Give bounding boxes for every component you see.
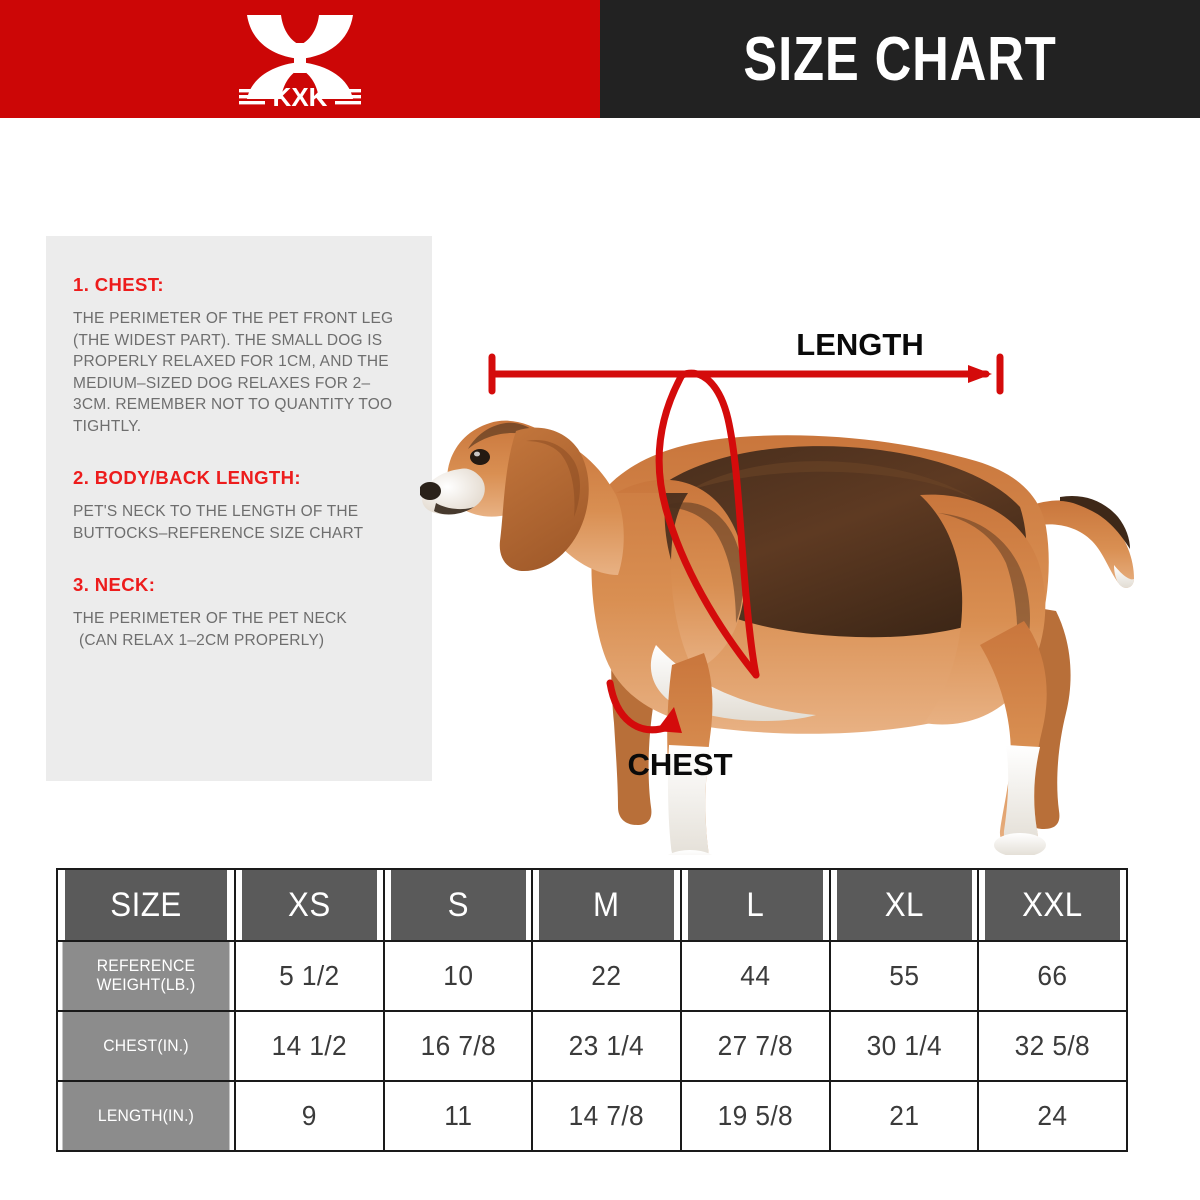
cell-reference-weight-m: 22 — [535, 940, 678, 1012]
table-header-xxl: XXL — [983, 868, 1122, 942]
chest-girth-line — [655, 371, 760, 679]
dog-tail-marking — [1060, 495, 1130, 549]
instruction-heading-body-length: 2. BODY/BACK LENGTH: — [73, 467, 301, 488]
page-title: SIZE CHART — [743, 24, 1057, 94]
table-header-xs: XS — [240, 868, 379, 942]
row-label-chest: CHEST(IN.) — [60, 1010, 232, 1082]
cell-reference-weight-s: 10 — [387, 940, 529, 1012]
cell-length-l: 19 5/8 — [684, 1080, 827, 1152]
table-row-chest: CHEST(IN.) 14 1/2 16 7/8 23 1/4 27 7/8 3… — [57, 1010, 1127, 1082]
brand-wordmark: KXK — [273, 82, 328, 109]
size-chart-table-container: SIZE XS S M L XL XXL REFERENCE WEIGHT(LB… — [56, 868, 1128, 1152]
table-row-length: LENGTH(IN.) 9 11 14 7/8 19 5/8 21 24 — [57, 1080, 1127, 1152]
instruction-body-body-length: PET'S NECK TO THE LENGTH OF THE BUTTOCKS… — [73, 503, 364, 542]
dog-muzzle — [422, 468, 485, 515]
length-label: LENGTH — [796, 327, 923, 362]
row-label-line1: REFERENCE — [96, 957, 196, 975]
instruction-heading-neck: 3. NECK: — [73, 574, 156, 595]
dog-leg-rear-near-white — [1003, 745, 1040, 849]
cell-chest-s: 16 7/8 — [387, 1010, 529, 1082]
dog-mouth-line — [434, 503, 474, 515]
dog-nose — [420, 482, 441, 500]
table-header-xl: XL — [834, 868, 974, 942]
size-table-header-row: SIZE XS S M L XL XXL — [57, 868, 1127, 942]
dog-eye — [470, 449, 490, 465]
cell-reference-weight-xxl: 66 — [981, 940, 1124, 1012]
chest-girth-line-back — [678, 369, 760, 679]
table-header-s: S — [388, 868, 528, 942]
cell-chest-xs: 14 1/2 — [238, 1010, 381, 1082]
cell-reference-weight-l: 44 — [684, 940, 827, 1012]
dog-tail-tip — [1114, 565, 1134, 588]
dog-ear — [499, 427, 589, 571]
instruction-block-body-length: 2. BODY/BACK LENGTH: PET'S NECK TO THE L… — [73, 467, 408, 544]
dog-illustration: LENGTH CHEST — [420, 327, 1134, 855]
dog-measurement-diagram: LENGTH CHEST — [420, 245, 1160, 855]
dog-eye-highlight — [474, 451, 480, 457]
dog-haunch-shading — [938, 513, 1030, 679]
dog-paw-rear-near — [994, 833, 1046, 855]
page-header: KXK SIZE CHART — [0, 0, 1200, 118]
table-header-l: L — [685, 868, 825, 942]
measurement-annotations: LENGTH CHEST — [488, 327, 1004, 782]
cell-reference-weight-xs: 5 1/2 — [238, 940, 381, 1012]
instruction-block-chest: 1. CHEST: THE PERIMETER OF THE PET FRONT… — [73, 274, 408, 437]
instruction-block-neck: 3. NECK: THE PERIMETER OF THE PET NECK (… — [73, 574, 408, 651]
cell-length-m: 14 7/8 — [535, 1080, 678, 1152]
row-label-reference-weight: REFERENCE WEIGHT(LB.) — [60, 940, 232, 1012]
table-header-m: M — [537, 868, 676, 942]
table-row-reference-weight: REFERENCE WEIGHT(LB.) 5 1/2 10 22 44 55 … — [57, 940, 1127, 1012]
dog-paw-front-near — [667, 850, 713, 855]
dog-tail — [1026, 500, 1134, 588]
chest-arrow-head — [656, 707, 682, 733]
instruction-body-neck: THE PERIMETER OF THE PET NECK — [73, 610, 347, 627]
dog-ear-shading — [526, 439, 580, 517]
title-banner: SIZE CHART — [600, 0, 1200, 118]
size-table-body: REFERENCE WEIGHT(LB.) 5 1/2 10 22 44 55 … — [57, 940, 1127, 1152]
brand-banner: KXK — [0, 0, 600, 118]
cell-reference-weight-xl: 55 — [833, 940, 975, 1012]
cell-length-xl: 21 — [833, 1080, 975, 1152]
measurement-instructions-panel: 1. CHEST: THE PERIMETER OF THE PET FRONT… — [46, 236, 432, 781]
dog-saddle-marking — [664, 446, 1027, 638]
cell-length-s: 11 — [387, 1080, 529, 1152]
kxk-logo-icon: KXK — [239, 15, 361, 109]
dog-body-group — [420, 420, 1134, 855]
dog-leg-front-near-white — [667, 745, 709, 855]
cell-chest-m: 23 1/4 — [535, 1010, 678, 1082]
size-table-head: SIZE XS S M L XL XXL — [57, 868, 1127, 942]
cell-chest-xxl: 32 5/8 — [981, 1010, 1124, 1082]
row-label-length: LENGTH(IN.) — [60, 1080, 232, 1152]
row-label-line2: WEIGHT(LB.) — [96, 976, 196, 994]
cell-chest-l: 27 7/8 — [684, 1010, 827, 1082]
size-chart-table: SIZE XS S M L XL XXL REFERENCE WEIGHT(LB… — [56, 868, 1128, 1152]
instruction-heading-chest: 1. CHEST: — [73, 274, 164, 295]
length-arrow-head — [968, 365, 992, 383]
cell-chest-xl: 30 1/4 — [833, 1010, 975, 1082]
instruction-body-neck-line2: (CAN RELAX 1–2CM PROPERLY) — [79, 631, 325, 649]
chest-label: CHEST — [627, 747, 732, 782]
instruction-body-chest: THE PERIMETER OF THE PET FRONT LEG (THE … — [73, 310, 394, 435]
dog-saddle-highlight — [688, 461, 986, 507]
dog-shoulder-shading — [662, 502, 744, 623]
cell-length-xxl: 24 — [981, 1080, 1124, 1152]
table-header-size: SIZE — [63, 868, 229, 942]
cell-length-xs: 9 — [238, 1080, 381, 1152]
